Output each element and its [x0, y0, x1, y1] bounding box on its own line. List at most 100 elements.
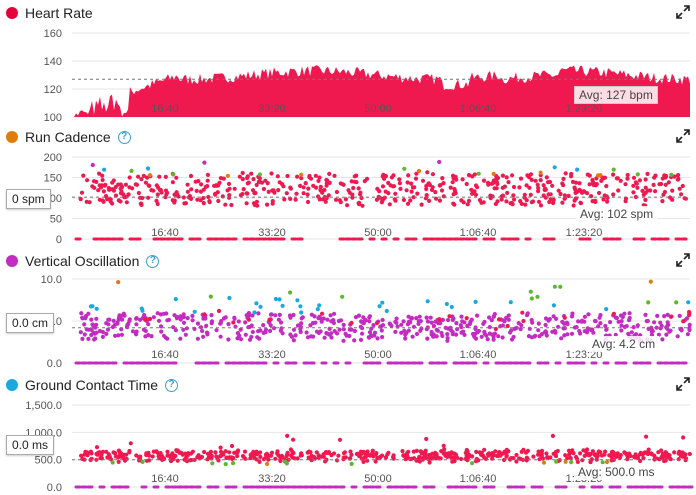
data-point	[603, 323, 608, 329]
x-tick-label: 16:40	[151, 349, 179, 361]
data-point	[139, 306, 144, 311]
data-point	[165, 190, 170, 195]
data-point	[90, 162, 95, 168]
vertical-oscillation-dot-icon	[6, 255, 18, 267]
data-point	[107, 187, 112, 192]
data-point	[474, 449, 479, 454]
data-point	[518, 176, 524, 181]
data-point	[232, 316, 237, 321]
expand-icon[interactable]	[676, 377, 690, 391]
data-point	[585, 327, 590, 333]
data-point	[430, 185, 435, 190]
data-point	[656, 332, 662, 337]
data-point	[669, 172, 674, 177]
data-point	[139, 177, 144, 182]
data-point	[491, 171, 496, 176]
heart-rate-area	[72, 65, 690, 117]
data-point	[170, 180, 175, 185]
data-point	[660, 337, 665, 342]
data-point	[327, 171, 332, 176]
data-point	[356, 201, 361, 206]
data-point	[174, 314, 179, 320]
data-point	[545, 180, 551, 185]
data-point	[329, 319, 334, 324]
data-point	[409, 181, 414, 186]
data-point	[181, 195, 186, 200]
data-point	[377, 195, 382, 200]
expand-icon[interactable]	[676, 5, 690, 19]
data-point	[367, 319, 372, 324]
data-point	[536, 452, 541, 457]
expand-icon[interactable]	[676, 253, 690, 267]
data-point	[465, 202, 470, 207]
data-point	[322, 187, 327, 193]
expand-icon[interactable]	[676, 129, 690, 143]
help-icon[interactable]: ?	[165, 378, 179, 392]
data-point	[679, 328, 684, 333]
data-point	[100, 334, 105, 339]
data-point	[558, 284, 563, 289]
data-point	[477, 450, 482, 455]
data-point	[245, 314, 250, 319]
data-point	[158, 188, 163, 193]
data-point	[390, 184, 395, 189]
data-point	[202, 312, 207, 317]
y-tick-label: 0	[56, 234, 62, 246]
data-point	[470, 461, 475, 466]
data-point	[266, 189, 271, 194]
data-point	[441, 451, 446, 456]
data-point	[428, 315, 433, 320]
data-point	[505, 323, 510, 329]
data-point	[291, 338, 296, 343]
x-tick-label: 33:20	[258, 473, 286, 485]
data-point	[359, 195, 364, 200]
data-point	[206, 194, 211, 200]
data-point	[209, 313, 214, 318]
data-point	[273, 296, 278, 302]
data-point	[687, 322, 692, 327]
data-point	[341, 455, 346, 460]
data-point	[338, 181, 343, 186]
data-point	[548, 197, 553, 202]
data-point	[159, 329, 164, 334]
help-icon[interactable]: ?	[117, 130, 131, 144]
data-point	[522, 192, 527, 197]
data-point	[464, 181, 469, 187]
data-point	[174, 175, 179, 180]
data-point	[306, 186, 311, 191]
data-point	[85, 453, 90, 458]
data-point	[604, 184, 609, 189]
data-point	[613, 332, 618, 337]
data-point	[237, 174, 242, 179]
data-point	[209, 319, 215, 324]
data-point	[110, 460, 115, 465]
data-point	[529, 296, 534, 301]
data-point	[556, 188, 561, 193]
data-point	[410, 334, 415, 339]
data-point	[674, 300, 679, 305]
data-point	[433, 190, 438, 195]
data-point	[312, 314, 317, 319]
data-point	[278, 455, 283, 460]
data-point	[548, 192, 553, 197]
data-point	[631, 175, 637, 180]
data-point	[332, 311, 337, 316]
data-point	[126, 192, 131, 197]
help-icon[interactable]: ?	[146, 254, 160, 268]
data-point	[299, 310, 304, 315]
data-point	[374, 197, 379, 202]
data-point	[305, 192, 310, 197]
data-point	[411, 195, 416, 200]
data-point	[536, 185, 541, 191]
y-tick-label: 160	[44, 28, 62, 40]
heart-rate-chart[interactable]: 160 140 120 100 16:40 33:20 50:00 1:06:40 1:23:2…	[0, 0, 696, 122]
data-point	[367, 453, 372, 458]
vertical-oscillation-chart[interactable]: 10.05.00.016:40 33:20 50:00 1:06:40 1:23:20	[0, 248, 696, 372]
data-point	[195, 454, 200, 460]
x-tick-label: 1:23:20	[566, 227, 603, 239]
data-point	[87, 200, 92, 205]
data-point	[346, 188, 351, 193]
data-point	[106, 322, 111, 327]
